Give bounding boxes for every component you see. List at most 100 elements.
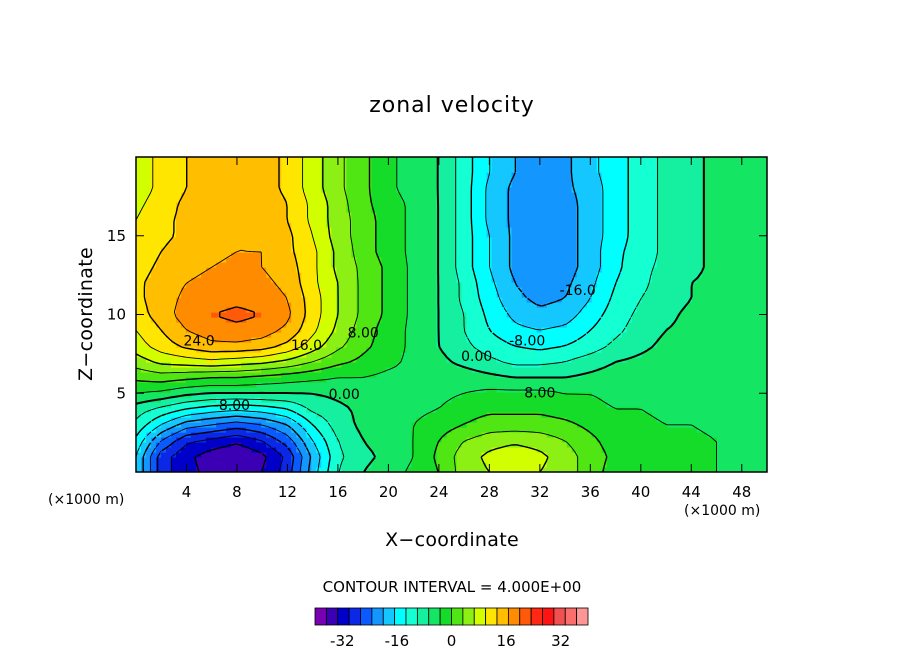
field-cell: [536, 337, 543, 343]
field-cell: [186, 347, 192, 353]
field-cell: [471, 357, 478, 363]
field-cell: [206, 447, 212, 453]
field-cell: [181, 397, 187, 403]
field-cell: [726, 432, 733, 438]
field-cell: [481, 302, 488, 308]
field-cell: [611, 432, 618, 438]
field-cell: [721, 397, 728, 403]
field-cell: [471, 382, 478, 388]
field-cell: [576, 292, 583, 298]
field-cell: [676, 392, 683, 398]
field-cell: [261, 442, 267, 448]
field-cell: [551, 452, 558, 458]
field-cell: [561, 412, 568, 418]
field-cell: [286, 402, 292, 408]
field-cell: [401, 432, 408, 438]
field-cell: [651, 437, 658, 443]
field-cell: [486, 407, 493, 413]
field-cell: [761, 327, 767, 333]
field-cell: [711, 452, 718, 458]
field-cell: [601, 467, 608, 472]
field-cell: [656, 432, 663, 438]
field-cell: [646, 432, 653, 438]
field-cell: [656, 367, 663, 373]
field-cell: [456, 312, 463, 318]
field-cell: [356, 347, 362, 353]
field-cell: [231, 372, 237, 378]
field-cell: [476, 322, 483, 328]
field-cell: [351, 412, 357, 418]
field-cell: [481, 422, 488, 428]
field-cell: [686, 467, 693, 472]
field-cell: [481, 357, 488, 363]
field-cell: [531, 382, 538, 388]
field-cell: [631, 302, 638, 308]
field-cell: [176, 462, 182, 468]
field-cell: [681, 377, 688, 383]
field-cell: [321, 287, 327, 293]
field-cell: [236, 347, 242, 353]
field-cell: [486, 442, 493, 448]
field-cell: [631, 282, 638, 288]
field-cell: [651, 287, 658, 293]
field-cell: [251, 432, 257, 438]
field-cell: [696, 332, 703, 338]
field-cell: [321, 302, 327, 308]
field-cell: [171, 442, 177, 448]
field-cell: [421, 427, 428, 433]
field-cell: [331, 352, 337, 358]
field-cell: [681, 277, 688, 283]
field-cell: [256, 272, 262, 278]
field-cell: [211, 427, 217, 433]
field-cell: [181, 422, 187, 428]
field-cell: [596, 452, 603, 458]
field-cell: [631, 362, 638, 368]
field-cell: [266, 347, 272, 353]
field-cell: [301, 427, 307, 433]
field-cell: [636, 402, 643, 408]
field-cell: [446, 292, 453, 298]
field-cell: [346, 297, 352, 303]
field-cell: [711, 412, 718, 418]
field-cell: [356, 382, 362, 388]
field-cell: [646, 297, 653, 303]
field-cell: [321, 307, 327, 313]
field-cell: [596, 297, 603, 303]
field-cell: [286, 412, 292, 418]
field-cell: [251, 357, 257, 363]
field-cell: [586, 342, 593, 348]
field-cell: [621, 322, 628, 328]
field-cell: [611, 357, 618, 363]
field-cell: [601, 307, 608, 313]
field-cell: [336, 272, 342, 278]
field-cell: [286, 332, 292, 338]
field-cell: [246, 462, 252, 468]
field-cell: [661, 382, 668, 388]
field-cell: [506, 357, 513, 363]
field-cell: [551, 407, 558, 413]
field-cell: [256, 447, 262, 453]
field-cell: [391, 442, 398, 448]
field-cell: [546, 387, 553, 393]
field-cell: [541, 382, 548, 388]
field-cell: [361, 282, 367, 288]
field-cell: [441, 342, 448, 348]
field-cell: [301, 372, 307, 378]
field-cell: [341, 307, 347, 313]
field-cell: [701, 407, 708, 413]
field-cell: [156, 387, 162, 393]
field-cell: [656, 417, 663, 423]
field-cell: [406, 412, 413, 418]
field-cell: [606, 332, 613, 338]
field-cell: [546, 397, 553, 403]
field-cell: [161, 462, 167, 468]
field-cell: [286, 327, 292, 333]
field-cell: [471, 287, 478, 293]
field-cell: [701, 447, 708, 453]
field-cell: [686, 452, 693, 458]
field-cell: [541, 372, 548, 378]
field-cell: [311, 327, 317, 333]
field-cell: [581, 307, 588, 313]
field-cell: [711, 437, 718, 443]
field-cell: [366, 432, 372, 438]
